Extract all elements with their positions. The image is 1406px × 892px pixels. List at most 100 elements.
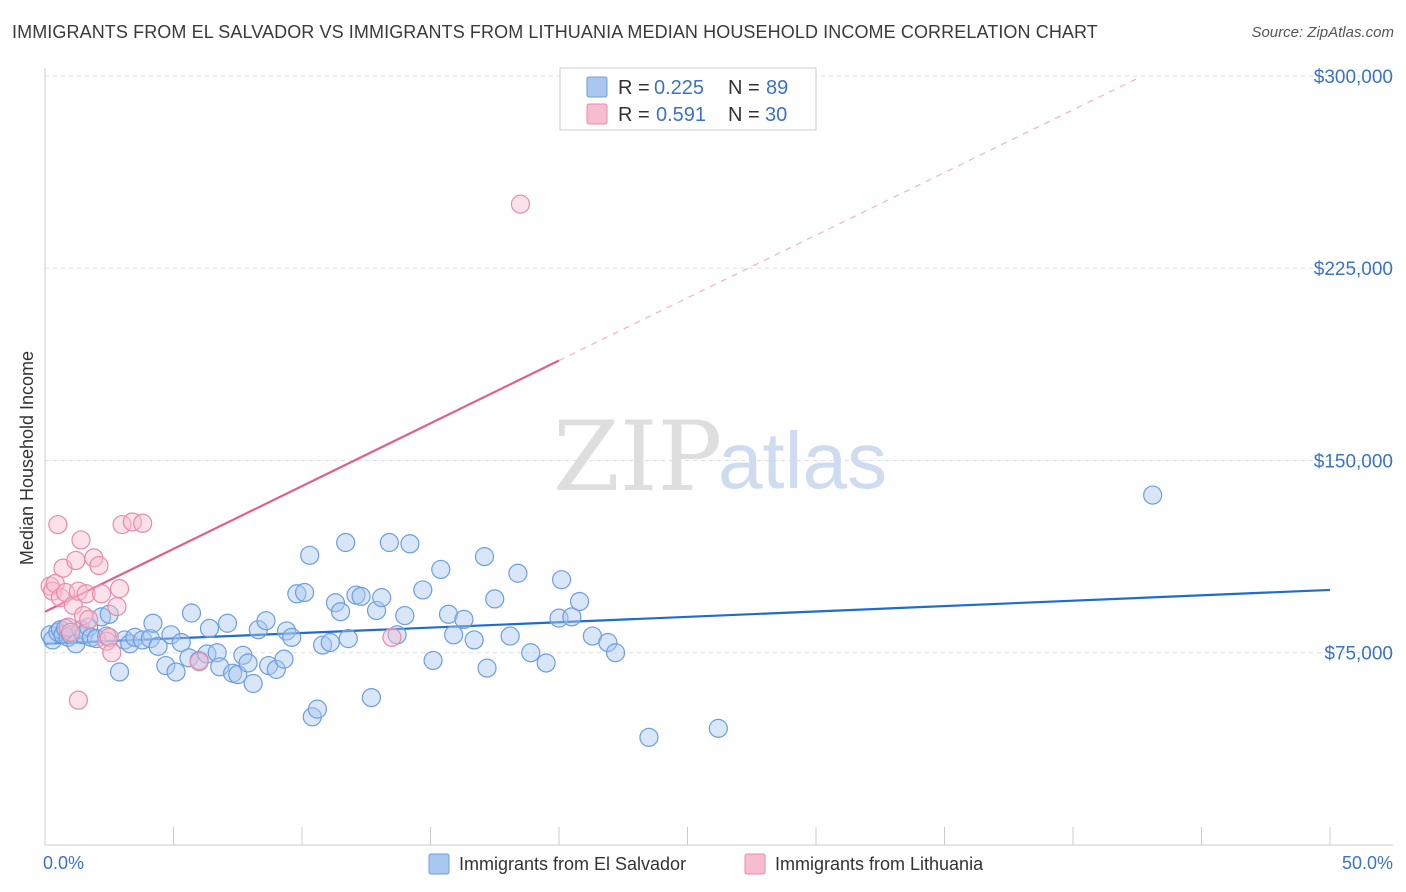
point-el-salvador-49 — [287, 584, 307, 604]
x-tick-label-start: 0.0% — [43, 853, 84, 873]
point-el-salvador-50 — [294, 582, 315, 603]
point-el-salvador-32 — [197, 644, 217, 664]
point-el-salvador-88 — [598, 632, 618, 653]
point-el-salvador-53 — [307, 699, 328, 719]
point-lithuania-28 — [382, 627, 402, 647]
point-lithuania-10 — [66, 550, 86, 571]
point-lithuania-23 — [109, 579, 130, 599]
legend-r-value-1: 0.225 — [654, 77, 704, 99]
watermark: ZIP atlas — [553, 401, 887, 513]
point-el-salvador-86 — [569, 591, 590, 612]
point-lithuania-7 — [58, 617, 78, 637]
y-axis-title: Median Household Income — [17, 351, 37, 565]
bottom-legend-label-lithuania: Immigrants from Lithuania — [775, 854, 984, 874]
point-el-salvador-54 — [312, 635, 333, 655]
point-el-salvador-77 — [477, 658, 497, 678]
point-el-salvador-64 — [372, 588, 392, 608]
point-el-salvador-78 — [485, 589, 505, 609]
bottom-legend-swatch-lithuania — [744, 853, 766, 875]
bottom-legend: Immigrants from El Salvador Immigrants f… — [428, 853, 984, 875]
legend-r-value-2: 0.591 — [656, 104, 706, 126]
bottom-legend-swatch-el-salvador — [428, 853, 450, 875]
point-lithuania-3 — [48, 514, 68, 535]
point-lithuania-13 — [73, 605, 94, 626]
point-el-salvador-46 — [274, 649, 294, 669]
point-el-salvador-48 — [282, 627, 302, 647]
watermark-zip: ZIP — [553, 401, 722, 513]
point-el-salvador-17 — [109, 662, 130, 682]
point-el-salvador-91 — [708, 718, 728, 738]
point-el-salvador-26 — [161, 625, 181, 645]
trend-line-el-salvador — [44, 588, 1331, 645]
legend-n-label-2: N = — [728, 104, 760, 126]
point-el-salvador-68 — [400, 534, 420, 554]
trend-line-lithuania — [44, 359, 560, 613]
point-el-salvador-30 — [181, 603, 202, 623]
point-lithuania-18 — [91, 584, 112, 604]
y-tick-labels: $75,000 $150,000 $225,000 $300,000 — [1314, 67, 1393, 665]
point-lithuania-11 — [68, 581, 89, 601]
point-el-salvador-24 — [148, 636, 168, 656]
point-el-salvador-59 — [338, 629, 358, 649]
point-el-salvador-85 — [562, 607, 582, 627]
point-el-salvador-73 — [444, 625, 464, 645]
point-el-salvador-81 — [521, 643, 541, 663]
point-el-salvador-45 — [266, 659, 286, 679]
point-el-salvador-74 — [454, 609, 474, 630]
legend-r-label-2: R = — [618, 104, 650, 126]
point-el-salvador-69 — [413, 580, 433, 600]
grid — [45, 75, 1393, 654]
point-el-salvador-57 — [330, 602, 351, 622]
chart-title: IMMIGRANTS FROM EL SALVADOR VS IMMIGRANT… — [12, 22, 1098, 42]
point-lithuania-12 — [71, 530, 91, 550]
data-points — [40, 194, 1163, 747]
point-el-salvador-72 — [438, 604, 459, 624]
point-el-salvador-43 — [256, 611, 276, 631]
point-lithuania-20 — [99, 627, 119, 647]
y-tick-label-3: $300,000 — [1314, 67, 1393, 88]
legend-n-label-1: N = — [728, 77, 760, 99]
point-el-salvador-92 — [1143, 485, 1163, 505]
legend-swatch-lithuania — [586, 103, 608, 125]
trend-lines — [44, 77, 1331, 645]
legend-swatch-el-salvador — [586, 76, 608, 98]
point-el-salvador-23 — [143, 613, 163, 633]
point-el-salvador-25 — [156, 655, 176, 676]
point-el-salvador-16 — [99, 604, 119, 624]
point-el-salvador-61 — [351, 586, 371, 606]
point-el-salvador-19 — [120, 634, 140, 654]
point-el-salvador-70 — [423, 650, 443, 671]
point-el-salvador-36 — [217, 613, 238, 633]
point-lithuania-29 — [510, 194, 531, 214]
point-el-salvador-47 — [276, 621, 297, 641]
watermark-atlas: atlas — [718, 416, 887, 505]
point-lithuania-22 — [107, 596, 127, 617]
bottom-legend-label-el-salvador: Immigrants from El Salvador — [459, 854, 686, 874]
axes — [44, 68, 1393, 846]
point-lithuania-8 — [61, 622, 81, 642]
point-el-salvador-62 — [361, 687, 381, 708]
point-el-salvador-84 — [551, 570, 572, 590]
y-tick-label-1: $150,000 — [1314, 451, 1393, 472]
point-lithuania-14 — [76, 584, 96, 604]
point-el-salvador-56 — [325, 593, 346, 613]
point-el-salvador-27 — [166, 662, 186, 682]
point-lithuania-27 — [189, 652, 209, 672]
point-lithuania-15 — [79, 609, 99, 630]
source-label: Source: ZipAtlas.com — [1251, 24, 1394, 41]
point-el-salvador-41 — [243, 673, 263, 694]
point-lithuania-26 — [133, 513, 153, 533]
point-el-salvador-66 — [387, 625, 407, 645]
point-el-salvador-20 — [125, 627, 145, 647]
point-el-salvador-89 — [605, 643, 626, 663]
legend-n-value-1: 89 — [766, 77, 788, 99]
point-el-salvador-28 — [171, 632, 191, 653]
x-tick-label-end: 50.0% — [1342, 853, 1393, 873]
point-el-salvador-71 — [431, 559, 451, 580]
point-el-salvador-40 — [238, 653, 258, 673]
legend-r-label-1: R = — [618, 77, 650, 99]
point-lithuania-21 — [102, 643, 122, 663]
point-el-salvador-51 — [300, 545, 320, 565]
y-tick-label-2: $225,000 — [1314, 259, 1393, 280]
point-el-salvador-65 — [379, 532, 399, 553]
